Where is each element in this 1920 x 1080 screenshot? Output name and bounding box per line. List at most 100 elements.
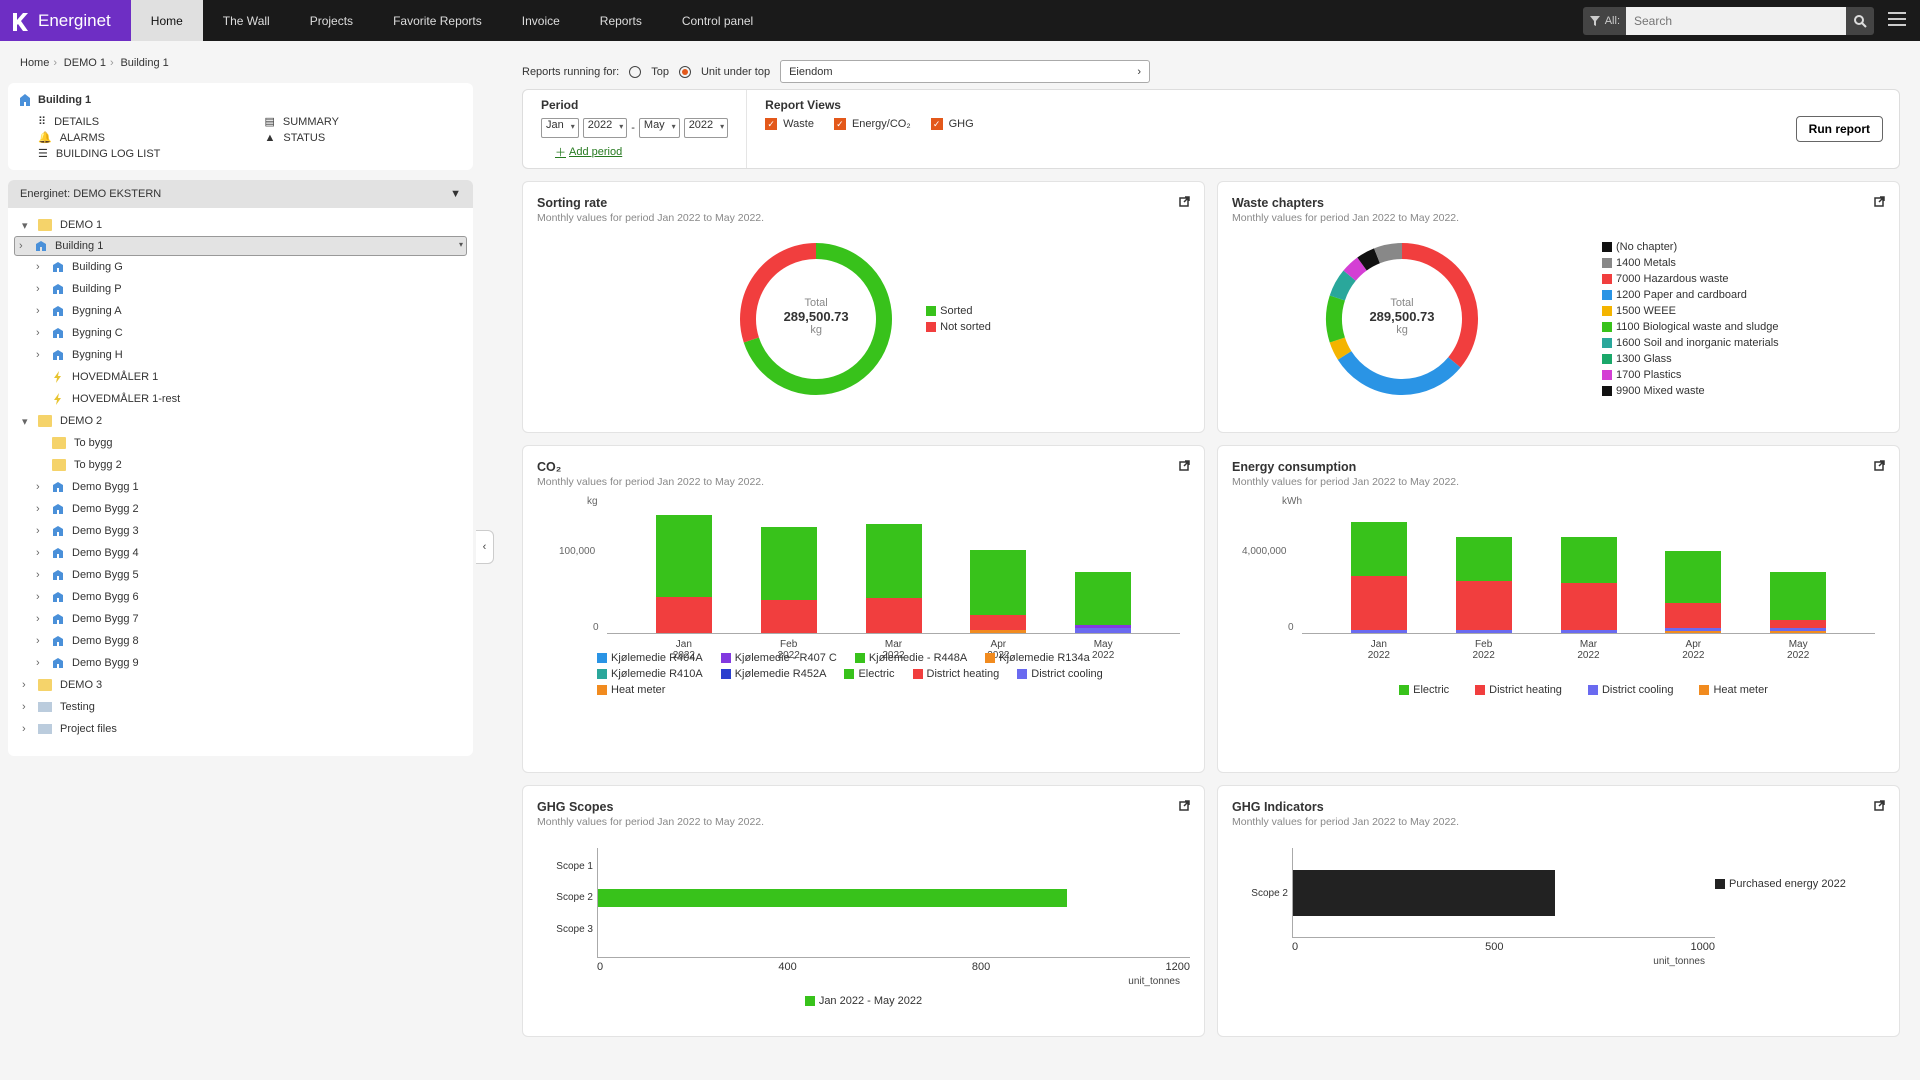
brand[interactable]: Energinet (0, 0, 131, 41)
period-to-year[interactable]: 2022 (684, 118, 728, 138)
add-period[interactable]: ＋Add period (555, 144, 622, 160)
view-check[interactable]: GHG (931, 118, 974, 130)
building-panel: Building 1 ⠿DETAILS ▤SUMMARY 🔔ALARMS ▲ST… (8, 83, 473, 170)
tree-row[interactable]: ›Project files (14, 718, 467, 740)
tree-dropdown-icon: ▼ (450, 188, 461, 200)
search-button[interactable] (1846, 7, 1874, 35)
tree-row[interactable]: ›DEMO 3 (14, 674, 467, 696)
search-input[interactable] (1626, 7, 1846, 35)
period-title: Period (541, 98, 728, 112)
radio-under-label: Unit under top (701, 66, 770, 78)
filter-all-label: All: (1605, 15, 1620, 27)
unit-select-value: Eiendom (789, 66, 832, 78)
nav-invoice[interactable]: Invoice (502, 0, 580, 41)
legend-item: District heating (1475, 684, 1562, 696)
tool-details[interactable]: ⠿DETAILS (38, 115, 237, 128)
crumb-1[interactable]: DEMO 1 (64, 57, 106, 69)
building-tools: ⠿DETAILS ▤SUMMARY 🔔ALARMS ▲STATUS ☰BUILD… (38, 115, 463, 160)
nav-projects[interactable]: Projects (290, 0, 373, 41)
legend-item: Kjølemedie - R407 C (721, 652, 837, 664)
period-to-month[interactable]: May (639, 118, 680, 138)
unit-select[interactable]: Eiendom › (780, 60, 1150, 83)
view-check[interactable]: Waste (765, 118, 814, 130)
run-report-button[interactable]: Run report (1796, 116, 1883, 142)
search-filter[interactable]: All: (1583, 7, 1626, 35)
legend-item: 1400 Metals (1602, 257, 1779, 269)
legend-item: Kjølemedie - R448A (855, 652, 967, 664)
tree-row[interactable]: ›Building 1 (14, 236, 467, 256)
tree-row[interactable]: ›Demo Bygg 9 (14, 652, 467, 674)
tree-row[interactable]: ›Demo Bygg 5 (14, 564, 467, 586)
tree-row[interactable]: ▾DEMO 2 (14, 410, 467, 432)
tree-row[interactable]: ›Demo Bygg 1 (14, 476, 467, 498)
breadcrumb: Home› DEMO 1› Building 1 (8, 49, 473, 77)
card-sub: Monthly values for period Jan 2022 to Ma… (1232, 212, 1885, 224)
tree-row[interactable]: To bygg 2 (14, 454, 467, 476)
tree-row[interactable]: HOVEDMÅLER 1-rest (14, 388, 467, 410)
legend-item: District cooling (1017, 668, 1103, 680)
tree-row[interactable]: To bygg (14, 432, 467, 454)
tree-row[interactable]: ›Testing (14, 696, 467, 718)
tree-row[interactable]: ›Demo Bygg 8 (14, 630, 467, 652)
card-co2: CO₂ Monthly values for period Jan 2022 t… (522, 445, 1205, 773)
tool-status[interactable]: ▲STATUS (265, 131, 464, 144)
tree-header[interactable]: Energinet: DEMO EKSTERN ▼ (8, 180, 473, 208)
legend-item: Heat meter (1699, 684, 1767, 696)
expand-icon[interactable] (1871, 798, 1887, 814)
tree-row[interactable]: ›Demo Bygg 6 (14, 586, 467, 608)
expand-icon[interactable] (1176, 194, 1192, 210)
period-from-month[interactable]: Jan (541, 118, 579, 138)
legend-item: Electric (1399, 684, 1449, 696)
search-icon (1853, 14, 1867, 28)
report-scope-row: Reports running for: Top Unit under top … (522, 60, 1912, 83)
card-sorting: Sorting rate Monthly values for period J… (522, 181, 1205, 433)
tool-summary[interactable]: ▤SUMMARY (265, 115, 464, 128)
radio-top[interactable] (629, 66, 641, 78)
expand-icon[interactable] (1871, 458, 1887, 474)
legend-item: 1200 Paper and cardboard (1602, 289, 1779, 301)
tree-row[interactable]: ›Demo Bygg 4 (14, 542, 467, 564)
tree-row[interactable]: ›Demo Bygg 3 (14, 520, 467, 542)
crumb-home[interactable]: Home (20, 57, 49, 69)
nav-control-panel[interactable]: Control panel (662, 0, 773, 41)
scope-label: Reports running for: (522, 66, 619, 78)
tree-title: Energinet: DEMO EKSTERN (20, 188, 161, 200)
nav-favorite-reports[interactable]: Favorite Reports (373, 0, 502, 41)
tree-row[interactable]: ›Bygning A (14, 300, 467, 322)
legend-item: 1300 Glass (1602, 353, 1779, 365)
legend-item: Heat meter (597, 684, 665, 696)
period-from-year[interactable]: 2022 (583, 118, 627, 138)
radio-under[interactable] (679, 66, 691, 78)
nav-reports[interactable]: Reports (580, 0, 662, 41)
collapse-leftpane[interactable]: ‹ (476, 530, 494, 564)
nav-home[interactable]: Home (131, 0, 203, 41)
menu-icon (1888, 12, 1906, 26)
tree-row[interactable]: ▾DEMO 1 (14, 214, 467, 236)
card-title: CO₂ (537, 460, 1190, 474)
config-panel: Period Jan 2022 - May 2022 ＋Add period R… (522, 89, 1900, 169)
tool-loglist[interactable]: ☰BUILDING LOG LIST (38, 147, 237, 160)
tree-row[interactable]: HOVEDMÅLER 1 (14, 366, 467, 388)
view-check[interactable]: Energy/CO₂ (834, 118, 911, 130)
card-sub: Monthly values for period Jan 2022 to Ma… (1232, 816, 1885, 828)
tree-row[interactable]: ›Demo Bygg 2 (14, 498, 467, 520)
topbar: Energinet HomeThe WallProjectsFavorite R… (0, 0, 1920, 41)
tree-row[interactable]: ›Bygning C (14, 322, 467, 344)
tool-alarms[interactable]: 🔔ALARMS (38, 131, 237, 144)
legend-item: 7000 Hazardous waste (1602, 273, 1779, 285)
card-title: GHG Scopes (537, 800, 1190, 814)
legend-item: Jan 2022 - May 2022 (537, 995, 1190, 1007)
tree-row[interactable]: ›Bygning H (14, 344, 467, 366)
card-title: GHG Indicators (1232, 800, 1885, 814)
radio-top-label: Top (651, 66, 669, 78)
card-sub: Monthly values for period Jan 2022 to Ma… (1232, 476, 1885, 488)
card-title: Sorting rate (537, 196, 1190, 210)
expand-icon[interactable] (1176, 458, 1192, 474)
menu-button[interactable] (1874, 12, 1920, 29)
nav-the-wall[interactable]: The Wall (203, 0, 290, 41)
tree-row[interactable]: ›Building G (14, 256, 467, 278)
tree-row[interactable]: ›Building P (14, 278, 467, 300)
expand-icon[interactable] (1871, 194, 1887, 210)
tree-row[interactable]: ›Demo Bygg 7 (14, 608, 467, 630)
expand-icon[interactable] (1176, 798, 1192, 814)
